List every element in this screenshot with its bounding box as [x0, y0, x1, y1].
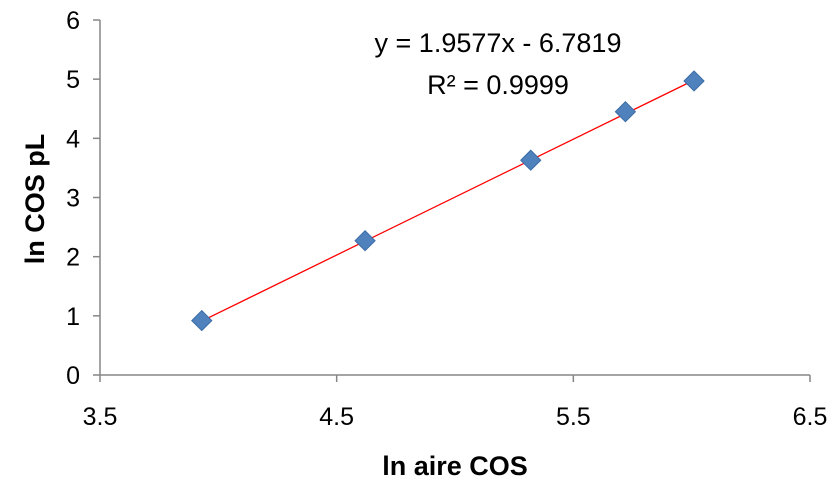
x-tick-label: 5.5	[556, 403, 591, 431]
y-tick-label: 3	[66, 185, 80, 213]
data-point	[191, 309, 213, 332]
data-point	[683, 70, 705, 92]
y-axis-title: ln COS pL	[20, 134, 50, 265]
y-tick-label: 2	[66, 244, 80, 272]
x-tick-label: 4.5	[319, 403, 354, 431]
y-tick-label: 4	[66, 125, 80, 153]
data-point	[614, 101, 637, 123]
axes-layer: 0 1 2 3 4 5 6 3.5 4.5 5.5 6.5	[66, 7, 827, 431]
trendline	[201, 79, 695, 322]
trendline-layer	[201, 79, 695, 322]
x-axis-title: ln aire COS	[382, 451, 528, 481]
y-tick-label: 0	[66, 362, 80, 390]
data-point	[520, 149, 542, 171]
y-tick-label: 1	[66, 303, 80, 331]
labels-layer: y = 1.9577x - 6.7819 R² = 0.9999 ln aire…	[20, 28, 621, 481]
x-tick-label: 3.5	[83, 403, 118, 431]
x-tick-label: 6.5	[793, 403, 828, 431]
trendline-equation: y = 1.9577x - 6.7819	[375, 28, 622, 58]
y-tick-label: 5	[66, 66, 80, 94]
trendline-r-squared: R² = 0.9999	[427, 70, 569, 100]
data-points-layer	[191, 70, 705, 332]
data-point	[354, 229, 376, 252]
y-tick-label: 6	[66, 7, 80, 35]
